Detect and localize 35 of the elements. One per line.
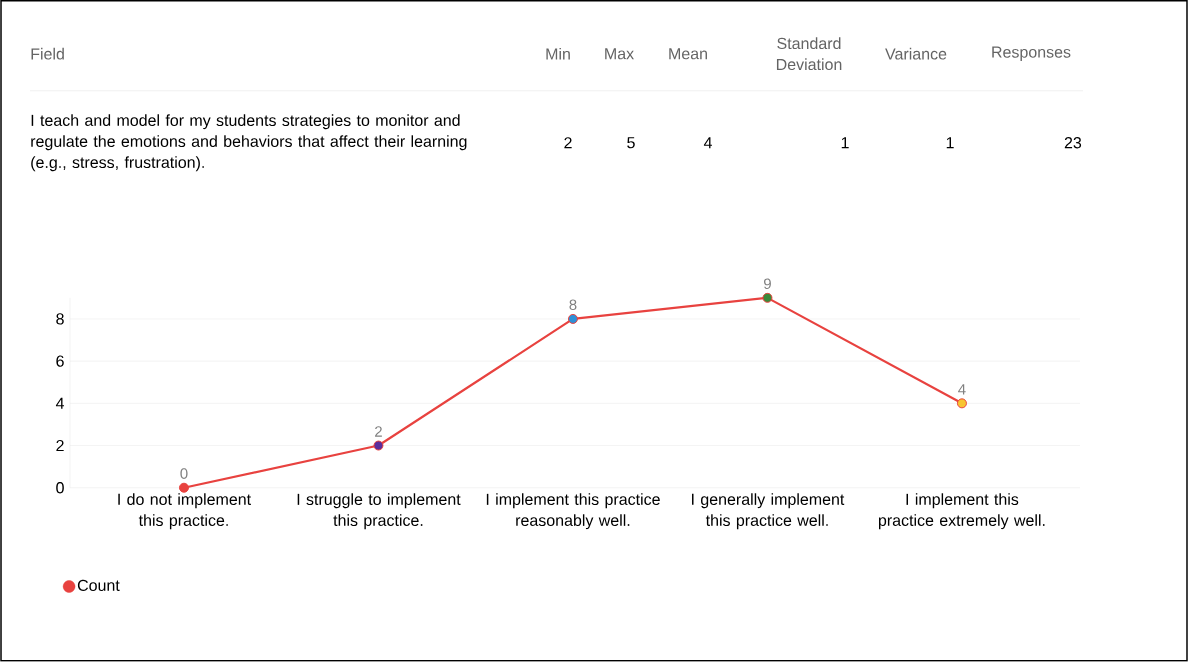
data-label: 0 bbox=[180, 468, 188, 480]
data-label: 9 bbox=[763, 278, 771, 290]
x-tick-label: I struggle to implement this practice. bbox=[297, 493, 461, 530]
y-tick-label: 4 bbox=[55, 397, 65, 409]
text: Min bbox=[546, 48, 570, 60]
point bbox=[373, 440, 384, 451]
data-label: 4 bbox=[958, 384, 966, 395]
legend-label: Count bbox=[77, 579, 120, 592]
text: Max bbox=[605, 48, 634, 60]
text: Mean bbox=[669, 48, 707, 60]
text: Variance bbox=[885, 47, 947, 60]
point bbox=[762, 292, 773, 303]
text: Field bbox=[31, 47, 64, 60]
text: 1 bbox=[841, 137, 849, 149]
text: Responses bbox=[992, 46, 1071, 62]
y-tick-label: 6 bbox=[56, 355, 64, 367]
text: 2 bbox=[564, 137, 572, 149]
x-tick-label: I do not implement this practice. bbox=[118, 493, 251, 530]
point bbox=[956, 398, 967, 409]
y-tick-label: 2 bbox=[56, 440, 64, 452]
y-tick-label: 0 bbox=[56, 482, 64, 494]
text: 23 bbox=[1064, 137, 1082, 149]
text: Standard Deviation bbox=[776, 37, 842, 71]
data-label: 2 bbox=[375, 426, 382, 437]
point bbox=[178, 482, 189, 493]
x-tick-label: I implement this practice extremely well. bbox=[878, 493, 1045, 530]
x-tick-label: I implement this practice reasonably well. bbox=[486, 493, 660, 530]
text: 1 bbox=[946, 137, 954, 149]
text: 4 bbox=[703, 137, 712, 149]
point bbox=[567, 314, 578, 325]
y-tick-label: 8 bbox=[56, 313, 64, 325]
data-label: 8 bbox=[569, 299, 577, 311]
text: 5 bbox=[627, 137, 635, 149]
text: I teach and model for my students strategies to monitor and regulate the emotions and behaviors that affect their learning (e.g., stress, frustration). bbox=[31, 114, 467, 172]
x-tick-label: I generally implement this practice well. bbox=[692, 493, 845, 530]
